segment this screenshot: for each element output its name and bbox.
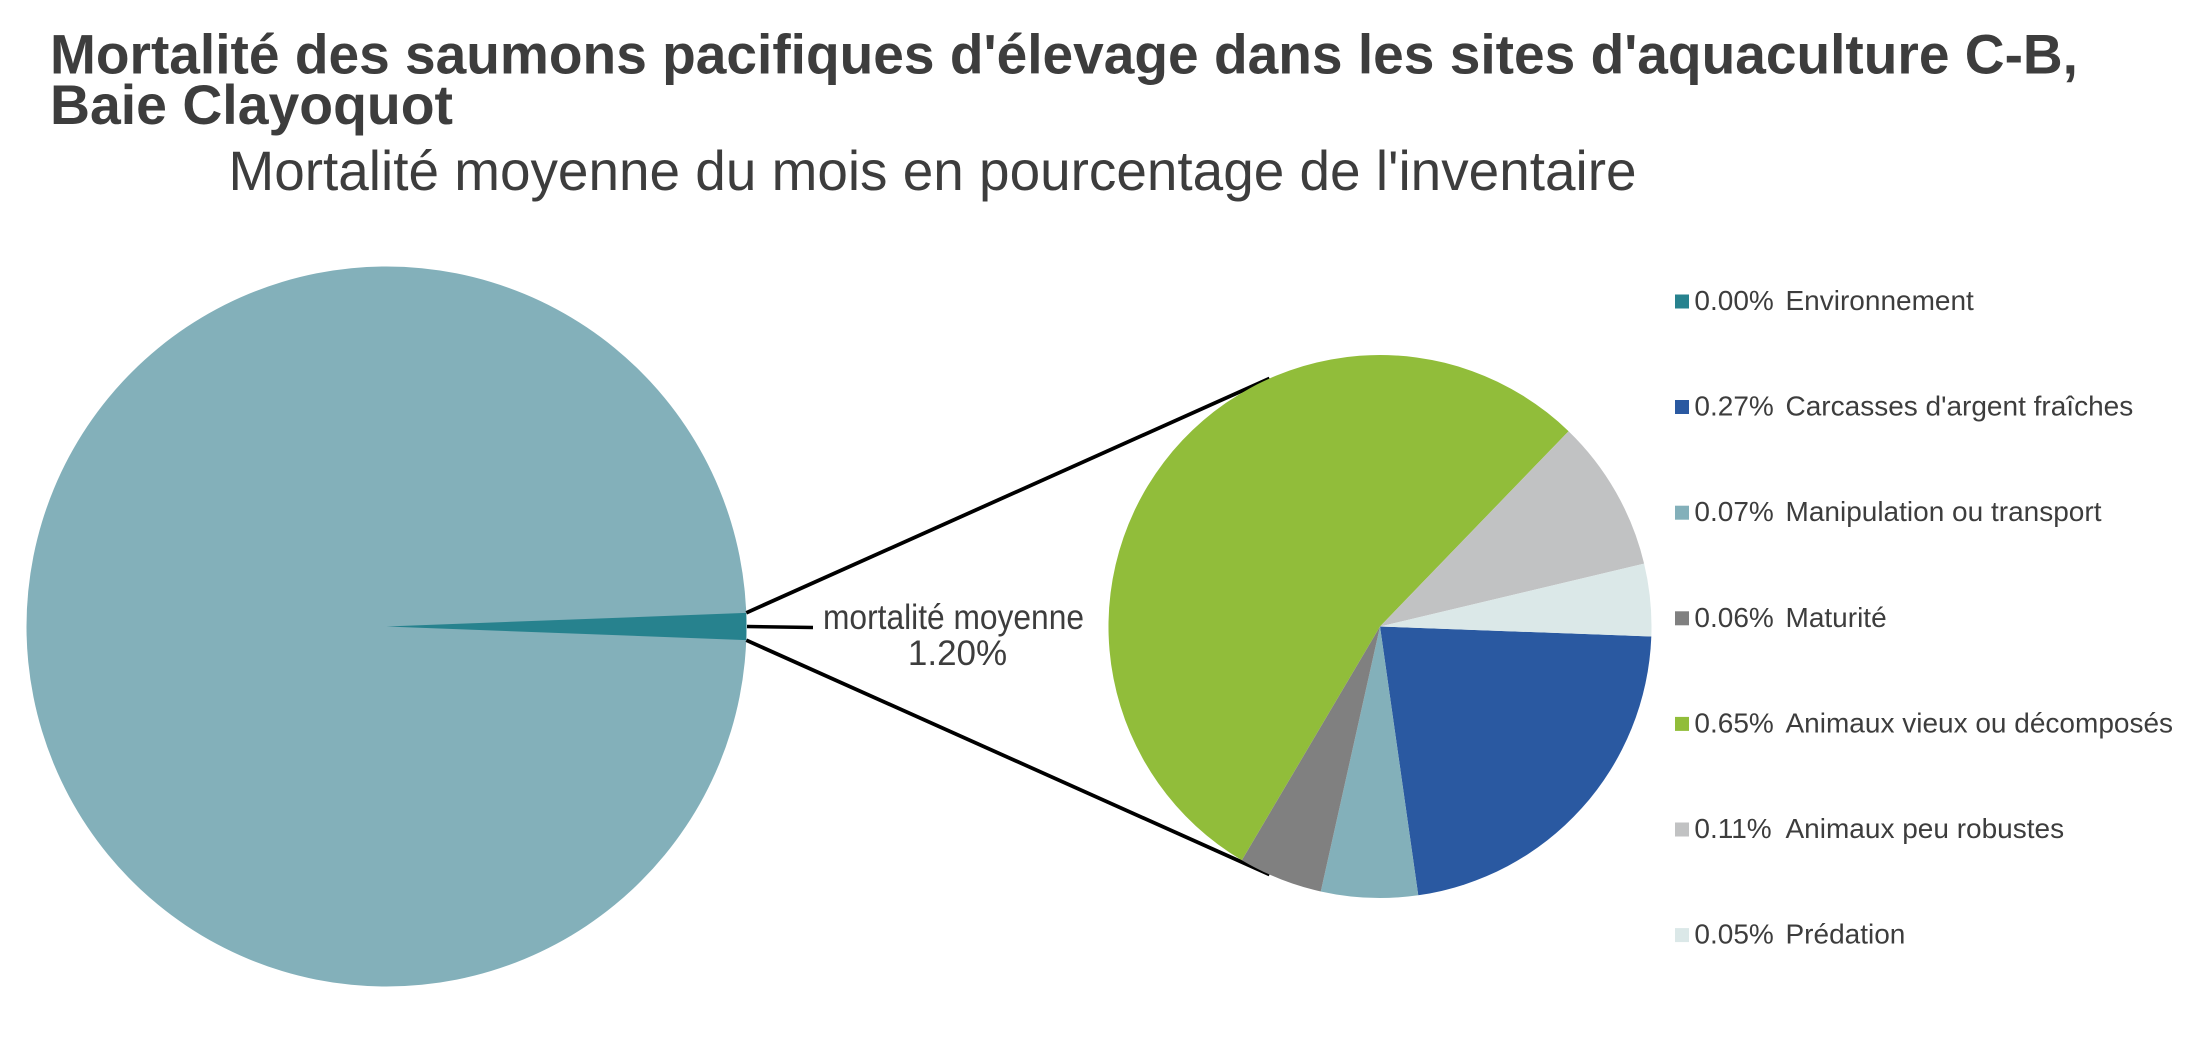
svg-text:0.11%: 0.11%: [1694, 813, 1771, 844]
svg-text:1.20%: 1.20%: [908, 634, 1007, 673]
svg-text:Prédation: Prédation: [1786, 919, 1906, 950]
svg-text:Mortalité moyenne du mois en p: Mortalité moyenne du mois en pourcentage…: [229, 139, 1637, 202]
svg-text:0.06%: 0.06%: [1694, 602, 1773, 633]
svg-text:Mortalité des saumons pacifiqu: Mortalité des saumons pacifiques d'éleva…: [50, 23, 2078, 86]
svg-text:Animaux peu robustes: Animaux peu robustes: [1786, 813, 2065, 844]
svg-text:Environnement: Environnement: [1786, 285, 1975, 316]
svg-text:mortalité moyenne: mortalité moyenne: [823, 598, 1084, 637]
svg-text:Animaux vieux ou décomposés: Animaux vieux ou décomposés: [1786, 707, 2174, 738]
svg-text:0.00%: 0.00%: [1694, 285, 1773, 316]
svg-text:0.65%: 0.65%: [1694, 707, 1773, 738]
svg-text:0.27%: 0.27%: [1694, 391, 1773, 422]
svg-text:Carcasses d'argent fraîches: Carcasses d'argent fraîches: [1786, 391, 2134, 422]
svg-text:0.07%: 0.07%: [1694, 496, 1773, 527]
svg-text:0.05%: 0.05%: [1694, 919, 1773, 950]
svg-text:Baie Clayoquot: Baie Clayoquot: [50, 73, 453, 136]
svg-text:Manipulation ou transport: Manipulation ou transport: [1786, 496, 2102, 527]
svg-text:Maturité: Maturité: [1786, 602, 1887, 633]
